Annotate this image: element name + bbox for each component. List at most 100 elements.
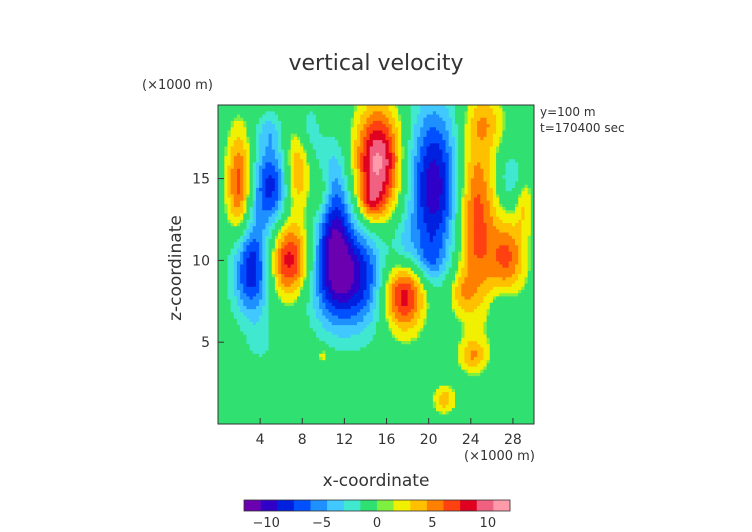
heatmap-cell <box>300 181 304 186</box>
heatmap-cell <box>268 143 273 147</box>
heatmap-cell <box>325 194 329 198</box>
heatmap-cell <box>445 108 450 112</box>
heatmap-cell <box>489 156 494 160</box>
heatmap-cell <box>426 254 431 259</box>
heatmap-cell <box>309 216 314 221</box>
heatmap-cell <box>410 223 415 227</box>
heatmap-cell <box>271 159 276 163</box>
heatmap-cell <box>274 187 279 192</box>
heatmap-cell <box>230 235 235 240</box>
heatmap-cell <box>243 111 247 115</box>
heatmap-cell <box>518 187 522 192</box>
heatmap-cell <box>293 181 298 186</box>
heatmap-cell <box>502 127 506 131</box>
heatmap-cell <box>382 187 386 192</box>
heatmap-cell <box>344 261 348 265</box>
heatmap-cell <box>423 210 427 214</box>
heatmap-cell <box>420 191 424 195</box>
heatmap-cell <box>508 197 513 202</box>
heatmap-cell <box>451 242 456 246</box>
heatmap-cell <box>379 219 383 224</box>
heatmap-cell <box>290 254 295 259</box>
heatmap-cell <box>344 203 348 208</box>
heatmap-cell <box>492 248 497 253</box>
heatmap-cell <box>259 248 263 253</box>
heatmap-cell <box>524 127 529 131</box>
heatmap-cell <box>480 235 484 240</box>
heatmap-cell <box>357 146 361 151</box>
heatmap-cell <box>243 175 247 179</box>
heatmap-cell <box>429 130 434 135</box>
heatmap-cell <box>508 245 513 249</box>
heatmap-cell <box>407 226 412 230</box>
heatmap-cell <box>410 133 415 138</box>
heatmap-cell <box>233 226 238 230</box>
heatmap-cell <box>227 111 232 115</box>
heatmap-cell <box>287 117 292 122</box>
heatmap-cell <box>255 171 260 176</box>
heatmap-cell <box>442 146 446 151</box>
heatmap-cell <box>255 248 260 253</box>
heatmap-cell <box>436 226 440 230</box>
heatmap-cell <box>420 127 424 131</box>
heatmap-cell <box>398 124 402 128</box>
heatmap-cell <box>445 242 450 246</box>
heatmap-cell <box>243 162 247 167</box>
heatmap-cell <box>303 235 307 240</box>
heatmap-cell <box>426 219 431 224</box>
heatmap-cell <box>274 261 279 265</box>
heatmap-cell <box>262 187 266 192</box>
heatmap-cell <box>401 108 405 112</box>
heatmap-cell <box>521 226 525 230</box>
heatmap-cell <box>508 117 513 122</box>
heatmap-cell <box>473 184 478 189</box>
heatmap-cell <box>483 248 487 253</box>
heatmap-cell <box>319 223 323 227</box>
heatmap-cell <box>328 235 333 240</box>
heatmap-cell <box>420 165 424 170</box>
heatmap-cell <box>372 238 377 243</box>
heatmap-cell <box>458 175 462 179</box>
heatmap-cell <box>511 111 516 115</box>
heatmap-cell <box>442 143 446 147</box>
heatmap-cell <box>524 232 529 237</box>
heatmap-cell <box>300 200 304 205</box>
heatmap-cell <box>508 232 513 237</box>
heatmap-cell <box>240 226 244 230</box>
heatmap-cell <box>423 213 427 218</box>
heatmap-cell <box>246 168 250 173</box>
heatmap-cell <box>401 200 405 205</box>
heatmap-cell <box>401 146 405 151</box>
heatmap-cell <box>312 149 317 154</box>
heatmap-cell <box>420 159 424 163</box>
heatmap-cell <box>363 197 367 202</box>
heatmap-cell <box>363 130 367 135</box>
heatmap-cell <box>470 194 475 198</box>
heatmap-cell <box>353 120 358 125</box>
heatmap-cell <box>218 146 222 151</box>
heatmap-cell <box>246 216 250 221</box>
heatmap-cell <box>511 251 516 256</box>
heatmap-cell <box>511 194 516 198</box>
heatmap-cell <box>429 251 434 256</box>
heatmap-cell <box>366 238 371 243</box>
heatmap-cell <box>243 178 247 182</box>
heatmap-cell <box>252 175 257 179</box>
heatmap-cell <box>515 108 519 112</box>
heatmap-cell <box>464 213 469 218</box>
heatmap-cell <box>394 197 399 202</box>
heatmap-cell <box>281 127 285 131</box>
heatmap-cell <box>271 108 276 112</box>
heatmap-cell <box>331 194 336 198</box>
heatmap-cell <box>382 133 386 138</box>
heatmap-cell <box>442 200 446 205</box>
heatmap-cell <box>515 232 519 237</box>
heatmap-cell <box>293 114 298 119</box>
heatmap-cell <box>448 136 453 141</box>
heatmap-cell <box>496 171 500 176</box>
heatmap-cell <box>315 175 320 179</box>
chart-title: vertical velocity <box>288 51 463 76</box>
heatmap-cell <box>486 165 491 170</box>
heatmap-cell <box>252 162 257 167</box>
heatmap-cell <box>445 175 450 179</box>
